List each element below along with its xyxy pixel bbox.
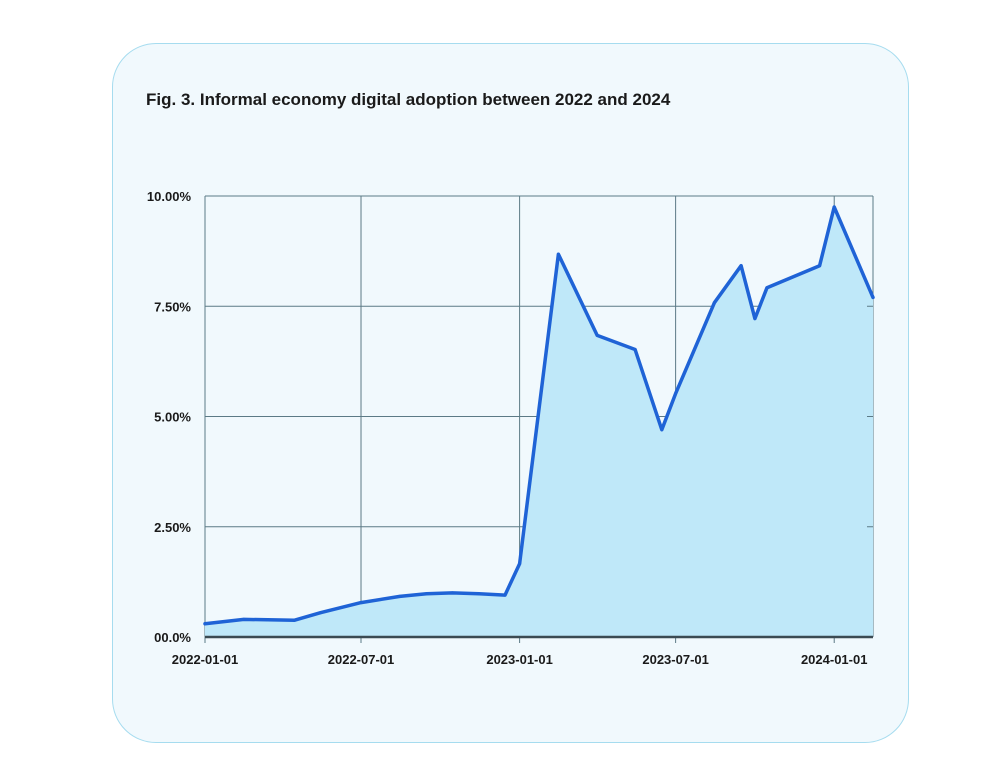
y-tick-label: 00.0%: [154, 630, 191, 645]
x-tick-label: 2023-07-01: [642, 652, 709, 667]
data-point: [242, 617, 246, 621]
data-point: [425, 592, 428, 596]
data-point: [518, 562, 522, 566]
data-point: [660, 428, 664, 432]
data-point: [765, 286, 769, 290]
figure-title: Fig. 3. Informal economy digital adoptio…: [146, 90, 670, 110]
x-tick-label: 2022-07-01: [328, 652, 395, 667]
data-point: [203, 622, 207, 626]
axes: [204, 195, 873, 643]
y-tick-label: 7.50%: [154, 299, 191, 314]
y-tick-label: 2.50%: [154, 520, 191, 535]
data-point: [753, 317, 757, 321]
data-point: [633, 348, 637, 351]
figure-label: Fig. 3.: [146, 90, 196, 109]
data-point: [712, 301, 716, 305]
data-point: [293, 618, 297, 622]
data-point: [739, 264, 743, 268]
data-point: [359, 601, 363, 605]
tick-labels: 00.0% 2.50% 5.00% 7.50% 10.00% 2022-01-01 2022…: [147, 189, 868, 667]
data-point: [556, 252, 560, 256]
x-tick-label: 2022-01-01: [172, 652, 239, 667]
data-points: [203, 205, 875, 626]
y-tick-label: 10.00%: [147, 189, 192, 204]
x-tick-label: 2023-01-01: [486, 652, 553, 667]
data-point: [450, 591, 454, 595]
data-point: [398, 594, 402, 598]
data-point: [595, 333, 599, 337]
data-point: [832, 205, 836, 209]
data-point: [503, 593, 507, 597]
y-tick-label: 5.00%: [154, 410, 191, 425]
x-tick-label: 2024-01-01: [801, 652, 868, 667]
data-point: [674, 392, 678, 396]
data-point: [871, 295, 875, 299]
figure-caption: Informal economy digital adoption betwee…: [199, 90, 671, 109]
data-point: [319, 611, 322, 615]
data-point: [477, 592, 481, 596]
data-point: [818, 264, 822, 268]
